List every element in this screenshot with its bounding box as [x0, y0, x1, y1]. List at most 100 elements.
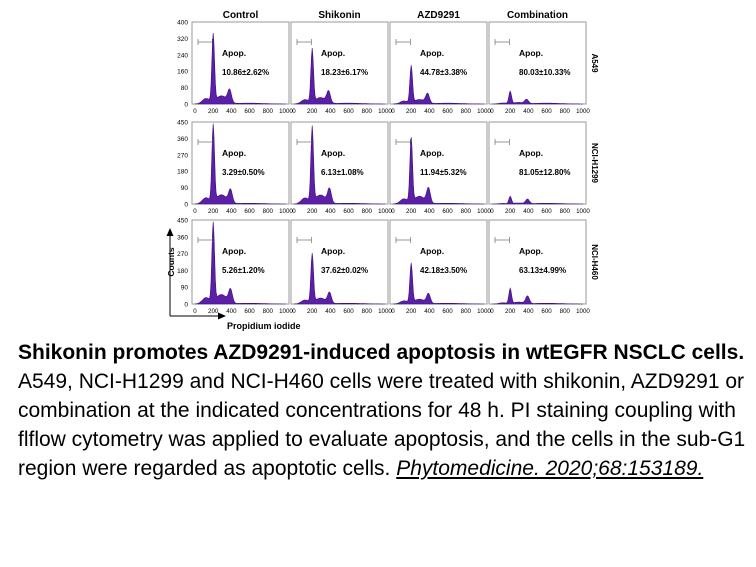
- apop-label: Apop.: [222, 246, 246, 256]
- x-tick-label: 800: [263, 108, 274, 115]
- histogram-panel: [389, 21, 488, 105]
- x-tick-label: 1000: [576, 108, 590, 115]
- y-tick-label: 0: [184, 202, 188, 209]
- x-tick-label: 0: [490, 208, 494, 215]
- x-tick-label: 400: [325, 108, 336, 115]
- x-tick-label: 200: [505, 308, 516, 315]
- x-tick-label: 800: [560, 108, 571, 115]
- x-tick-label: 600: [244, 308, 255, 315]
- x-tick-label: 600: [541, 308, 552, 315]
- y-axis-arrowhead: [166, 228, 174, 236]
- x-tick-label: 1000: [477, 108, 491, 115]
- y-tick-label: 160: [177, 69, 188, 76]
- x-tick-label: 400: [424, 308, 435, 315]
- x-tick-label: 600: [442, 208, 453, 215]
- apop-value: 18.23±6.17%: [321, 68, 368, 77]
- x-tick-label: 1000: [477, 308, 491, 315]
- x-tick-label: 600: [442, 308, 453, 315]
- x-tick-label: 200: [406, 108, 417, 115]
- x-tick-label: 600: [541, 108, 552, 115]
- x-tick-label: 600: [343, 308, 354, 315]
- x-tick-label: 800: [461, 308, 472, 315]
- apop-label: Apop.: [420, 246, 444, 256]
- x-tick-label: 1000: [378, 308, 392, 315]
- x-tick-label: 800: [461, 108, 472, 115]
- x-tick-label: 0: [292, 108, 296, 115]
- row-label: NCI-H1299: [590, 143, 599, 184]
- x-tick-label: 0: [193, 308, 197, 315]
- x-tick-label: 400: [523, 208, 534, 215]
- apop-label: Apop.: [420, 48, 444, 58]
- histogram-panel: [389, 219, 488, 305]
- caption-title: Shikonin promotes AZD9291-induced apopto…: [18, 341, 745, 364]
- x-tick-label: 200: [505, 108, 516, 115]
- apop-value: 37.62±0.02%: [321, 266, 368, 275]
- apop-value: 63.13±4.99%: [519, 266, 566, 275]
- x-tick-label: 1000: [279, 108, 293, 115]
- x-tick-label: 0: [391, 208, 395, 215]
- caption-body: A549, NCI-H1299 and NCI-H460 cells were …: [18, 367, 746, 483]
- apop-value: 10.86±2.62%: [222, 68, 269, 77]
- x-tick-label: 800: [461, 208, 472, 215]
- apop-value: 42.18±3.50%: [420, 266, 467, 275]
- x-tick-label: 0: [193, 208, 197, 215]
- x-tick-label: 200: [505, 208, 516, 215]
- apop-value: 6.13±1.08%: [321, 168, 364, 177]
- x-tick-label: 800: [560, 308, 571, 315]
- figure-caption: Shikonin promotes AZD9291-induced apopto…: [18, 338, 746, 483]
- apop-value: 44.78±3.38%: [420, 68, 467, 77]
- x-tick-label: 200: [208, 108, 219, 115]
- y-tick-label: 180: [177, 169, 188, 176]
- histogram-grid: Control Shikonin AZD9291 Combination 0 80 160 2…: [166, 10, 599, 331]
- column-header: Combination: [507, 10, 568, 21]
- y-tick-label: 180: [177, 268, 188, 275]
- apop-label: Apop.: [222, 48, 246, 58]
- x-tick-label: 0: [490, 108, 494, 115]
- x-axis-arrowhead: [218, 312, 226, 320]
- x-tick-label: 0: [391, 308, 395, 315]
- caption-text: A549, NCI-H1299 and NCI-H460 cells were …: [18, 370, 746, 480]
- x-tick-label: 800: [362, 208, 373, 215]
- histogram-area: [293, 47, 385, 105]
- x-tick-label: 0: [391, 108, 395, 115]
- y-tick-label: 80: [181, 85, 189, 92]
- x-tick-label: 600: [442, 108, 453, 115]
- x-tick-label: 1000: [378, 108, 392, 115]
- x-tick-label: 800: [263, 208, 274, 215]
- histogram-area: [392, 262, 484, 305]
- x-tick-label: 1000: [279, 208, 293, 215]
- y-tick-label: 450: [177, 218, 188, 225]
- x-tick-label: 800: [362, 108, 373, 115]
- histogram-area: [392, 65, 484, 105]
- histogram-area: [492, 287, 583, 305]
- x-tick-label: 400: [523, 108, 534, 115]
- histogram-panel: [290, 121, 389, 205]
- y-tick-label: 450: [177, 120, 188, 127]
- apop-value: 5.26±1.20%: [222, 266, 265, 275]
- histogram-area: [194, 221, 286, 305]
- y-tick-label: 400: [177, 20, 188, 27]
- y-tick-label: 270: [177, 152, 188, 159]
- x-tick-label: 1000: [279, 308, 293, 315]
- histogram-panel: [191, 219, 290, 305]
- row-label: NCI-H460: [590, 244, 599, 280]
- y-tick-label: 360: [177, 234, 188, 241]
- row-label: A549: [590, 53, 599, 73]
- x-tick-label: 200: [208, 308, 219, 315]
- x-tick-label: 0: [193, 108, 197, 115]
- x-tick-label: 0: [490, 308, 494, 315]
- x-tick-label: 0: [292, 208, 296, 215]
- apop-value: 81.05±12.80%: [519, 168, 571, 177]
- x-axis-label: Propidium iodide: [227, 321, 301, 331]
- x-tick-label: 400: [226, 208, 237, 215]
- histogram-panel: [488, 121, 587, 205]
- histogram-area: [492, 90, 583, 105]
- x-tick-label: 200: [406, 308, 417, 315]
- histogram-area: [194, 123, 286, 205]
- x-tick-label: 400: [226, 308, 237, 315]
- x-tick-label: 600: [244, 208, 255, 215]
- x-tick-label: 400: [424, 108, 435, 115]
- y-tick-label: 90: [181, 285, 189, 292]
- citation-link[interactable]: Phytomedicine. 2020;68:153189.: [396, 457, 704, 480]
- histogram-panel: [191, 121, 290, 205]
